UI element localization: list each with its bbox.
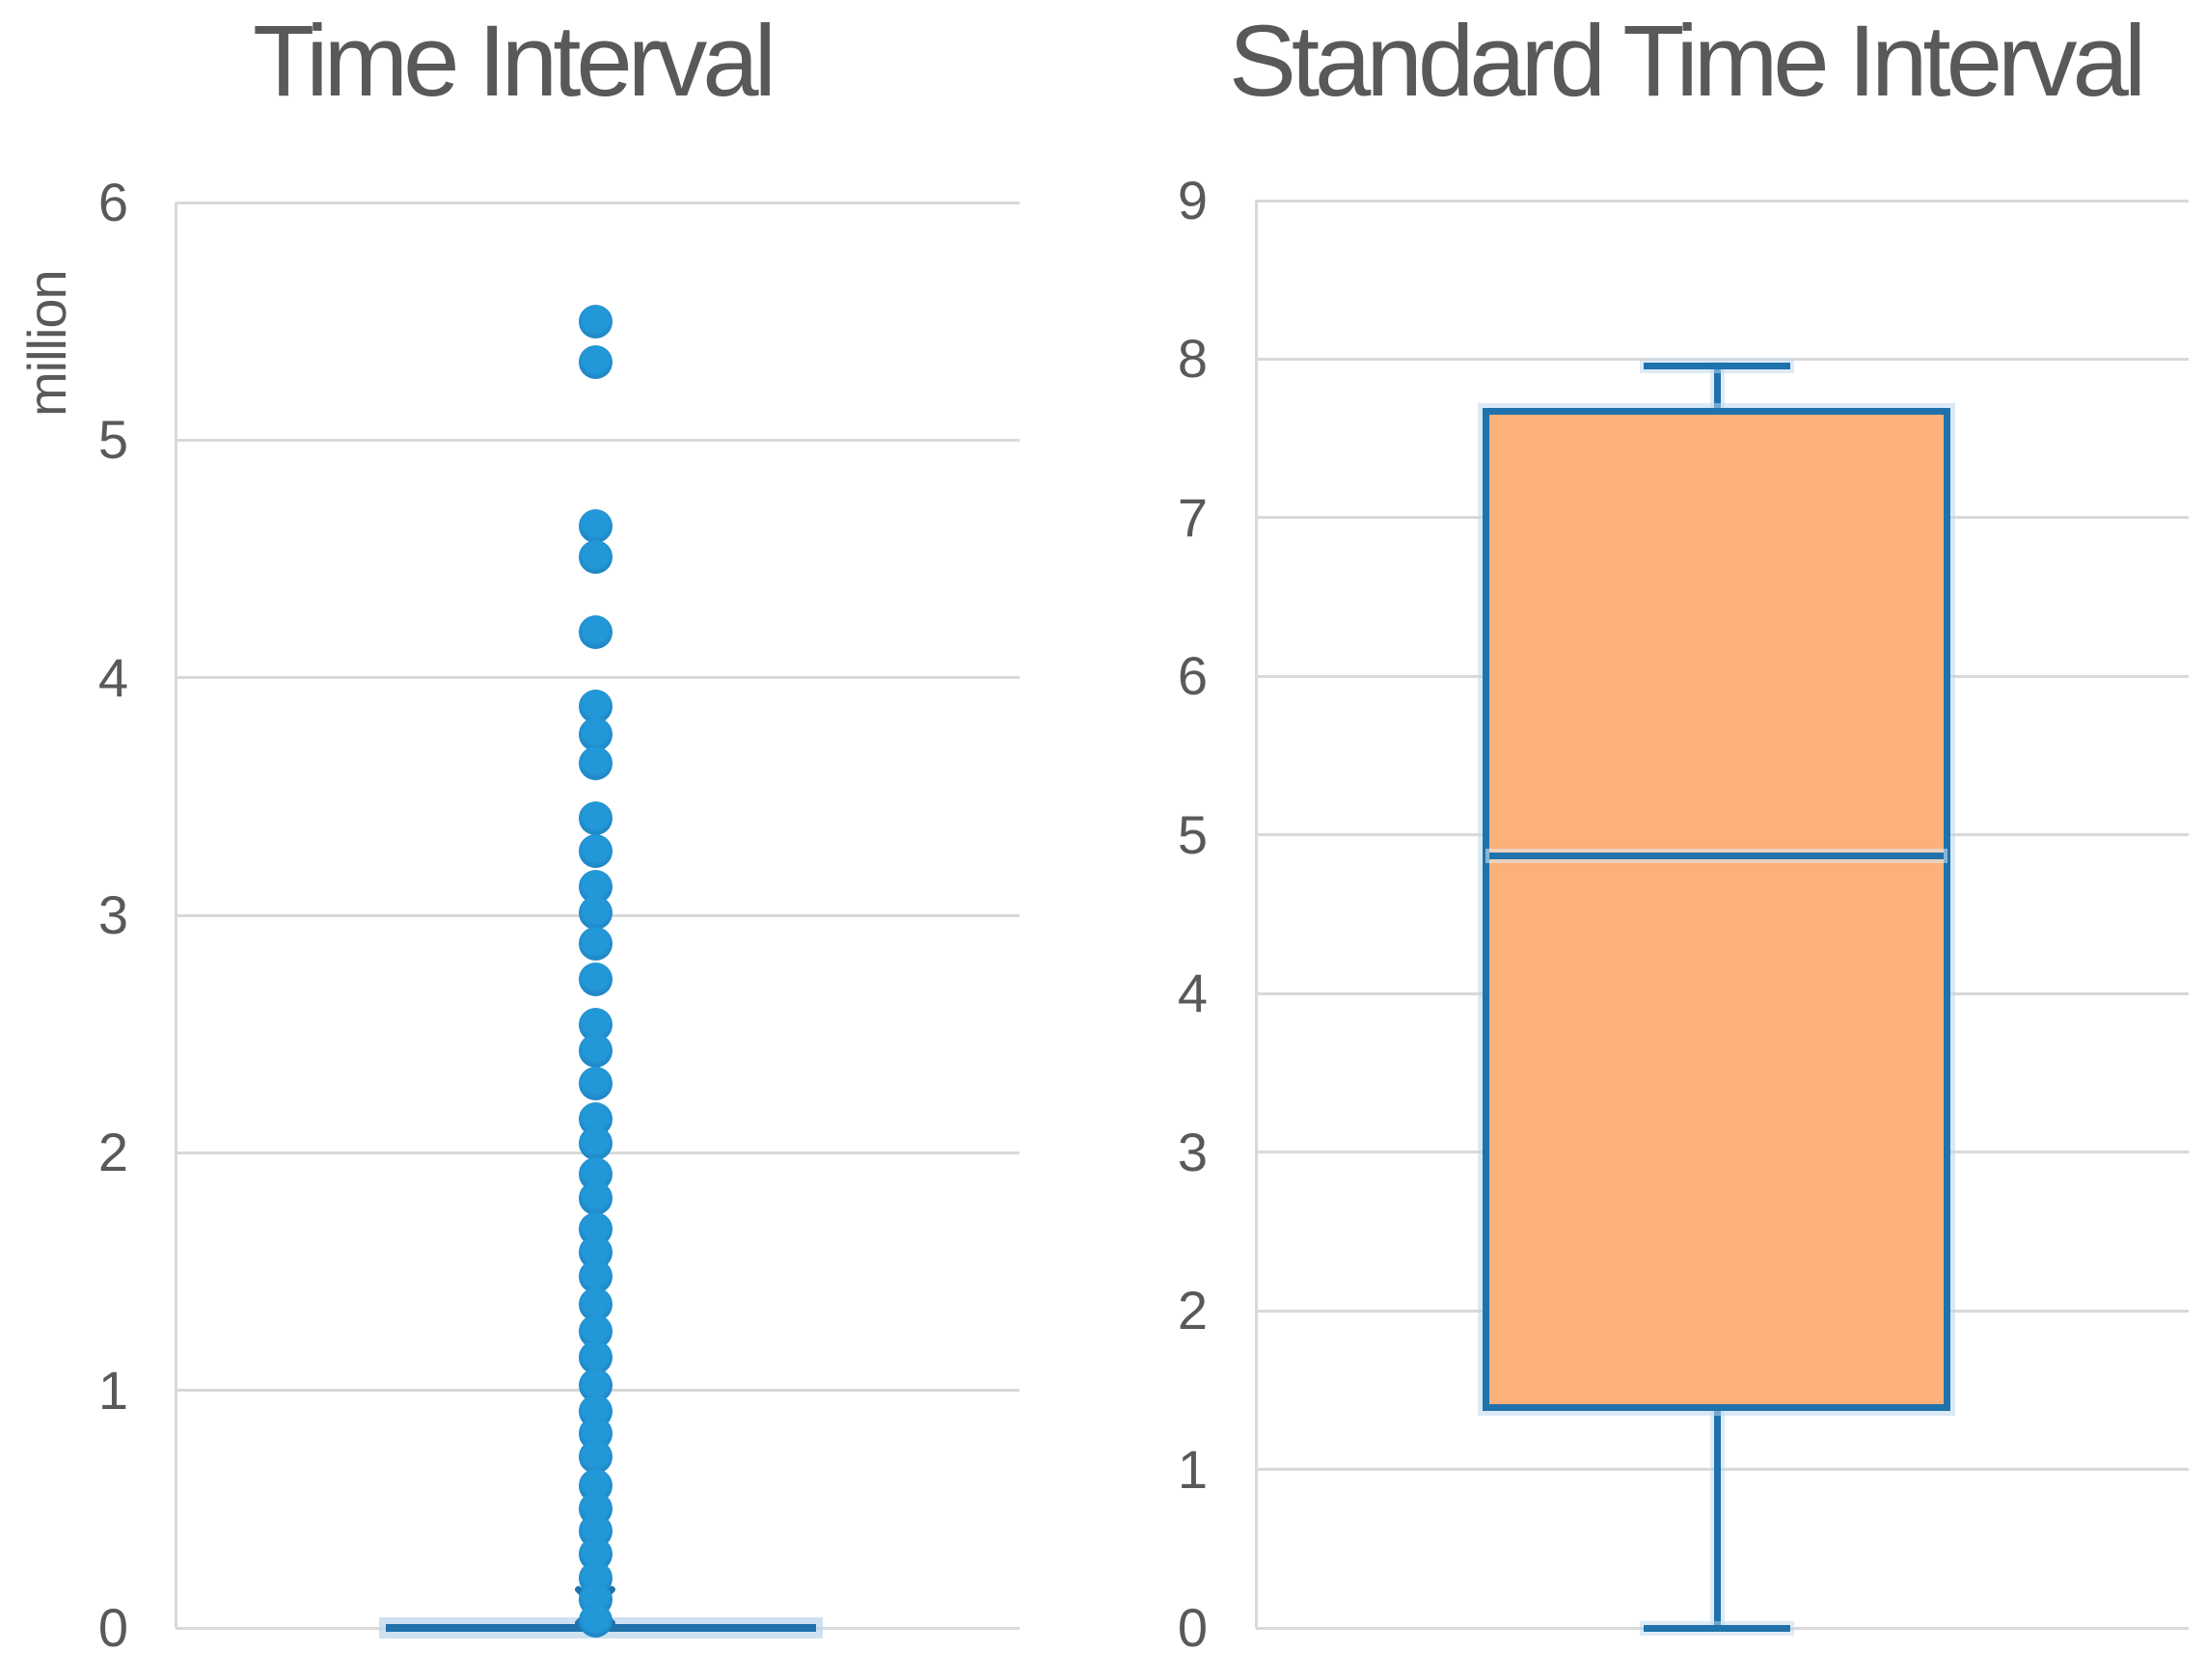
outlier-dot xyxy=(578,1180,613,1215)
y-tick-label: 5 xyxy=(97,409,128,471)
y-tick-label: 5 xyxy=(1177,803,1208,865)
outlier-dot xyxy=(578,833,613,868)
outlier-dot xyxy=(578,615,613,650)
outlier-dot xyxy=(578,1340,613,1374)
gridline xyxy=(176,676,1020,680)
outlier-dot xyxy=(578,1125,613,1160)
y-axis-line xyxy=(1254,201,1258,1628)
y-tick-label: 7 xyxy=(1177,486,1208,548)
y-tick-label: 6 xyxy=(97,172,128,232)
outlier-dot xyxy=(578,962,613,996)
y-tick-label: 2 xyxy=(97,1122,128,1183)
gridline xyxy=(176,438,1020,442)
outlier-dot xyxy=(578,539,613,574)
y-tick-label: 0 xyxy=(97,1597,128,1658)
y-tick-label: 3 xyxy=(1177,1121,1208,1182)
outlier-dot xyxy=(578,1259,613,1293)
interquartile-box xyxy=(1483,408,1950,1411)
outlier-dot xyxy=(578,1440,613,1475)
y-tick-label: 4 xyxy=(1177,962,1208,1024)
outlier-dot xyxy=(578,927,613,962)
outlier-dot xyxy=(578,508,613,543)
y-tick-label: 9 xyxy=(1177,170,1208,230)
outlier-dot xyxy=(578,1604,613,1639)
y-axis-line xyxy=(174,203,177,1628)
y-tick-label: 2 xyxy=(1177,1280,1208,1341)
gridline xyxy=(176,201,1020,204)
y-tick-label: 1 xyxy=(1177,1438,1208,1500)
outlier-dot xyxy=(578,718,613,752)
median-line xyxy=(1489,852,1944,859)
upper-whisker-cap xyxy=(1644,362,1790,369)
y-tick-label: 8 xyxy=(1177,328,1208,390)
y-tick-label: 3 xyxy=(97,884,128,945)
outlier-dot xyxy=(578,1033,613,1068)
y-tick-label: 4 xyxy=(97,646,128,708)
outlier-dot xyxy=(578,304,613,339)
outlier-dot xyxy=(578,896,613,931)
left-chart-title: Time Interval xyxy=(253,5,776,118)
upper-whisker-line xyxy=(1713,366,1721,409)
outlier-dot xyxy=(578,689,613,723)
right-chart-title: Standard Time Interval xyxy=(1228,5,2146,118)
left-y-axis-unit-label: million xyxy=(16,270,77,417)
outlier-dot xyxy=(578,344,613,379)
y-tick-label: 0 xyxy=(1177,1597,1208,1658)
outlier-dot xyxy=(578,745,613,780)
y-tick-label: 6 xyxy=(1177,645,1208,707)
y-tick-label: 1 xyxy=(97,1359,128,1421)
lower-whisker-line xyxy=(1713,1410,1721,1628)
gridline xyxy=(1256,199,2189,203)
gridline xyxy=(1256,357,2189,361)
outlier-dot xyxy=(578,1067,613,1101)
gridline xyxy=(1256,1468,2189,1472)
lower-whisker-cap xyxy=(1644,1624,1790,1632)
outlier-dot xyxy=(578,800,613,835)
